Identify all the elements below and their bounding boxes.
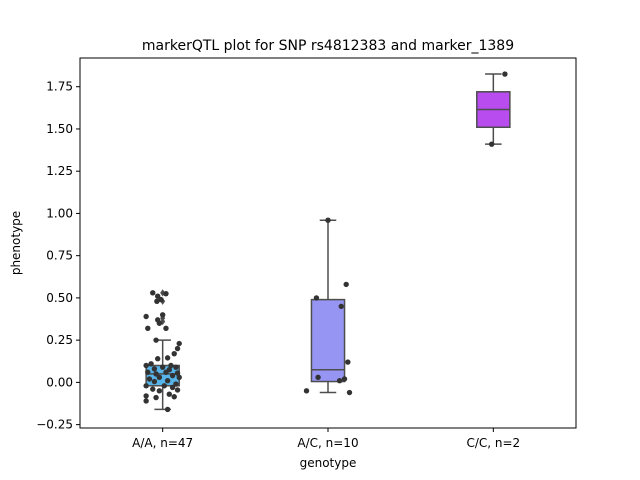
- x-tick-label: C/C, n=2: [466, 436, 520, 450]
- data-point: [315, 374, 321, 381]
- outlier-marker: [160, 289, 166, 297]
- data-point: [173, 381, 179, 387]
- data-point: [155, 356, 161, 362]
- data-point: [161, 383, 168, 389]
- x-axis: A/A, n=47 A/C, n=10 C/C, n=2: [132, 428, 520, 450]
- data-point: [164, 377, 171, 384]
- data-point: [143, 362, 149, 369]
- box: [310, 298, 346, 383]
- data-point: [151, 378, 158, 385]
- data-point: [163, 290, 169, 297]
- data-point: [176, 374, 182, 381]
- data-point: [164, 355, 171, 361]
- data-point: [313, 295, 320, 301]
- data-point: [156, 320, 163, 326]
- data-point: [343, 281, 349, 288]
- data-point: [143, 393, 149, 399]
- y-tick-label: 1.75: [46, 80, 73, 94]
- data-point: [336, 377, 343, 384]
- data-point: [154, 298, 160, 304]
- data-point: [159, 312, 166, 318]
- data-point: [338, 303, 344, 310]
- data-point: [174, 387, 181, 393]
- x-axis-label: genotype: [300, 456, 357, 470]
- x-tick-label: A/C, n=10: [297, 436, 358, 450]
- data-point: [169, 384, 176, 391]
- strip-points: [303, 217, 353, 396]
- data-point: [303, 388, 310, 394]
- y-tick-label: 1.25: [46, 164, 73, 178]
- y-tick-label: −0.25: [36, 418, 73, 432]
- y-tick-label: 1.50: [46, 122, 73, 136]
- chart-title: markerQTL plot for SNP rs4812383 and mar…: [142, 38, 514, 54]
- data-point: [345, 359, 351, 365]
- data-point: [341, 376, 348, 382]
- y-axis-label: phenotype: [9, 211, 23, 275]
- data-point: [145, 325, 151, 332]
- y-axis: −0.25 0.00 0.25 0.50 0.75 1.00 1.25 1.50 1.75: [36, 80, 80, 432]
- box-group: [310, 219, 346, 394]
- data-point: [146, 376, 153, 382]
- data-point: [145, 369, 151, 375]
- data-point: [171, 350, 177, 357]
- data-point: [155, 293, 161, 299]
- data-point: [173, 364, 179, 370]
- y-tick-label: 0.50: [46, 291, 73, 305]
- x-tick-label: A/A, n=47: [132, 436, 193, 450]
- data-point: [150, 386, 156, 392]
- data-point: [158, 296, 164, 303]
- data-point: [143, 313, 149, 320]
- data-point: [174, 345, 181, 352]
- data-point: [156, 388, 163, 394]
- data-point: [153, 337, 159, 343]
- data-point: [168, 362, 174, 369]
- box-group: [476, 73, 511, 145]
- data-point: [325, 217, 331, 223]
- data-point: [153, 394, 159, 401]
- data-point: [176, 340, 182, 347]
- box-group: [145, 289, 180, 411]
- data-point: [171, 394, 177, 400]
- data-point: [143, 383, 149, 389]
- plot-area: [143, 71, 511, 413]
- data-point: [156, 374, 163, 381]
- data-point: [502, 71, 508, 77]
- data-point: [163, 369, 169, 375]
- outlier-marker: [160, 314, 166, 322]
- data-point: [143, 398, 149, 404]
- data-point: [169, 372, 176, 379]
- y-tick-label: 1.00: [46, 206, 73, 220]
- data-point: [166, 391, 172, 397]
- data-point: [174, 370, 181, 376]
- data-point: [346, 389, 353, 396]
- y-tick-label: 0.25: [46, 333, 73, 347]
- data-point: [150, 290, 156, 296]
- data-point: [148, 361, 154, 367]
- data-point: [153, 371, 159, 377]
- strip-points: [488, 71, 508, 147]
- data-point: [488, 141, 495, 147]
- data-point: [163, 325, 169, 332]
- y-tick-label: 0.75: [46, 249, 73, 263]
- data-point: [159, 364, 166, 370]
- strip-points: [143, 290, 182, 413]
- data-point: [151, 366, 158, 372]
- y-tick-label: 0.00: [46, 375, 73, 389]
- data-point: [164, 406, 171, 413]
